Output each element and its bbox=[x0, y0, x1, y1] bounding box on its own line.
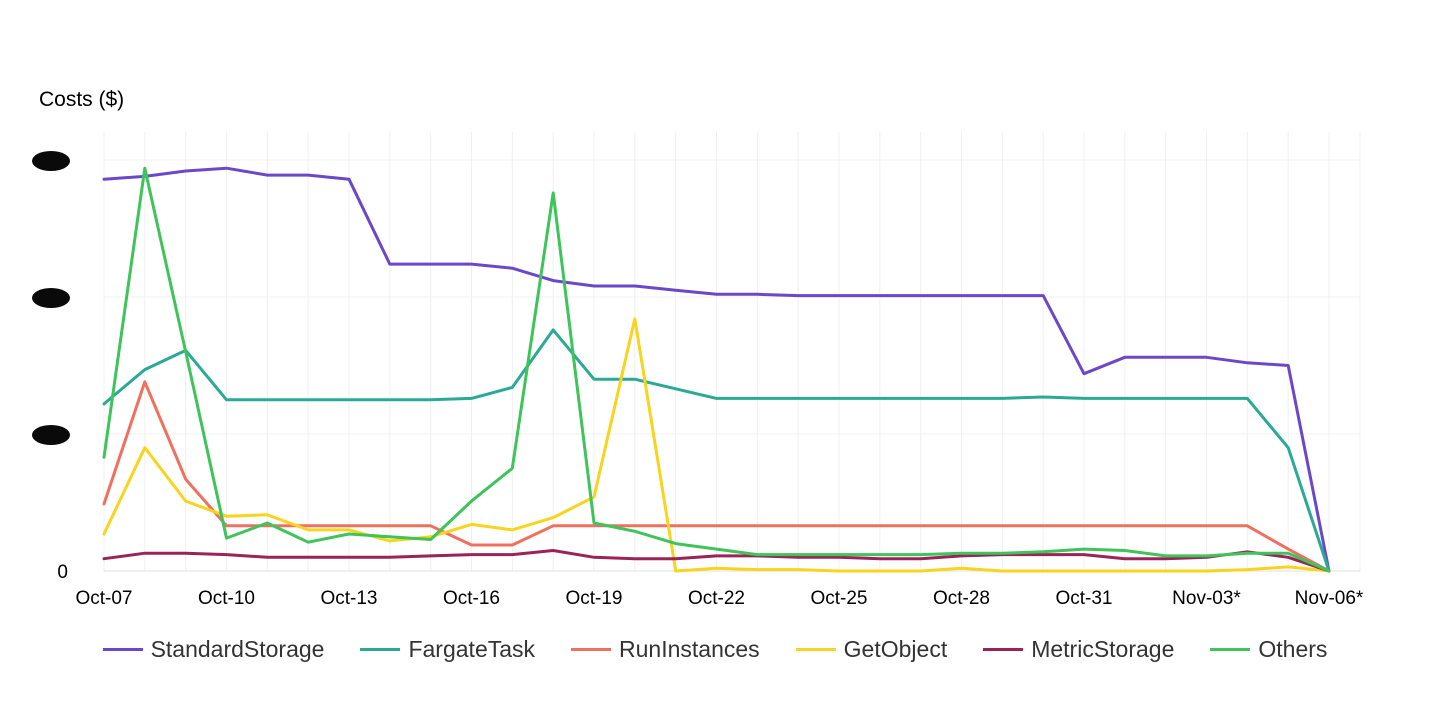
legend-item-fargate-task[interactable]: FargateTask bbox=[360, 636, 535, 663]
legend-label: StandardStorage bbox=[150, 636, 325, 662]
x-tick-label: Oct-16 bbox=[443, 588, 500, 609]
x-tick-label: Nov-06* bbox=[1295, 588, 1364, 609]
chart-legend: StandardStorage FargateTask RunInstances Ge… bbox=[0, 636, 1430, 663]
legend-label: RunInstances bbox=[619, 636, 760, 662]
legend-item-others[interactable]: Others bbox=[1210, 636, 1327, 663]
legend-swatch bbox=[795, 648, 836, 651]
legend-swatch bbox=[571, 648, 612, 651]
legend-item-metric-storage[interactable]: MetricStorage bbox=[983, 636, 1174, 663]
x-tick-label: Nov-03* bbox=[1172, 588, 1241, 609]
x-tick-label: Oct-13 bbox=[320, 588, 377, 609]
legend-item-get-object[interactable]: GetObject bbox=[795, 636, 948, 663]
x-tick-label: Oct-22 bbox=[688, 588, 745, 609]
y-tick-label-redacted bbox=[32, 425, 70, 445]
series-line-standard-storage bbox=[102, 166, 1331, 573]
legend-swatch bbox=[983, 648, 1024, 651]
series-line-get-object bbox=[102, 317, 1331, 573]
y-tick-label-redacted bbox=[32, 151, 70, 171]
series-line-run-instances bbox=[102, 380, 1331, 573]
x-tick-label: Oct-31 bbox=[1055, 588, 1112, 609]
series-line-fargate-task bbox=[102, 328, 1331, 573]
legend-swatch bbox=[1210, 648, 1251, 651]
series-line-metric-storage bbox=[102, 549, 1331, 573]
y-axis-title: Costs ($) bbox=[39, 88, 125, 111]
x-tick-label: Oct-28 bbox=[933, 588, 990, 609]
y-tick-label: 0 bbox=[57, 562, 68, 583]
legend-item-standard-storage[interactable]: StandardStorage bbox=[102, 636, 325, 663]
x-tick-label: Oct-07 bbox=[75, 588, 132, 609]
legend-label: GetObject bbox=[843, 636, 948, 662]
legend-label: FargateTask bbox=[408, 636, 536, 662]
x-tick-label: Oct-19 bbox=[565, 588, 622, 609]
legend-item-run-instances[interactable]: RunInstances bbox=[571, 636, 760, 663]
x-tick-label: Oct-10 bbox=[198, 588, 255, 609]
legend-swatch bbox=[102, 648, 143, 651]
x-tick-label: Oct-25 bbox=[810, 588, 867, 609]
legend-swatch bbox=[360, 648, 401, 651]
y-tick-label-redacted bbox=[32, 288, 70, 308]
legend-label: MetricStorage bbox=[1031, 636, 1175, 662]
series-line-others bbox=[102, 166, 1331, 573]
legend-label: Others bbox=[1258, 636, 1328, 662]
